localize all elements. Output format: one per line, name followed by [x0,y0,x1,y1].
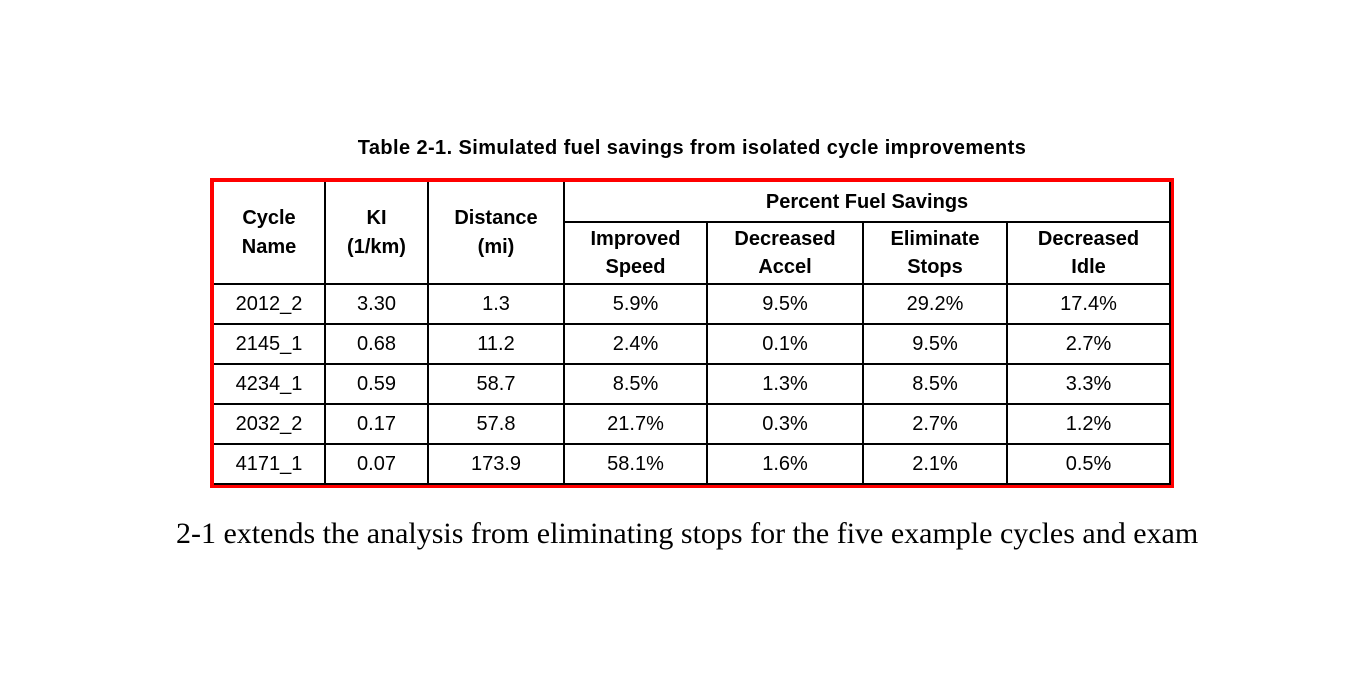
col-header-decreased-idle: Decreased Idle [1005,221,1172,285]
cell-improved-speed: 5.9% [563,283,708,325]
header-row-group: Cycle Name KI (1/km) Distance (mi) Perce… [214,182,1172,285]
cell-eliminate-stops: 9.5% [862,323,1008,365]
cell-cycle-name: 4171_1 [214,443,326,485]
cell-improved-speed: 58.1% [563,443,708,485]
col-header-improved-speed: Improved Speed [563,221,708,285]
cell-ki: 3.30 [324,283,429,325]
col-header-cycle-name: Cycle Name [214,182,326,285]
cell-eliminate-stops: 2.7% [862,403,1008,445]
cell-cycle-name: 2012_2 [214,283,326,325]
cell-decreased-accel: 0.3% [706,403,864,445]
table-red-annotation-border: Cycle Name KI (1/km) Distance (mi) Perce… [210,178,1174,488]
cell-eliminate-stops: 2.1% [862,443,1008,485]
cell-cycle-name: 2145_1 [214,323,326,365]
table-row: 4234_1 0.59 58.7 8.5% 1.3% 8.5% 3.3% [214,363,1172,405]
table-row: 2012_2 3.30 1.3 5.9% 9.5% 29.2% 17.4% [214,283,1172,325]
col-header-decreased-accel: Decreased Accel [706,221,864,285]
table-row: 4171_1 0.07 173.9 58.1% 1.6% 2.1% 0.5% [214,443,1172,485]
cell-ki: 0.07 [324,443,429,485]
cell-improved-speed: 21.7% [563,403,708,445]
cell-eliminate-stops: 8.5% [862,363,1008,405]
header-row-sub: Improved Speed Decreased Accel Eliminate… [214,221,1172,285]
col-header-ki: KI (1/km) [324,182,429,285]
cell-decreased-accel: 0.1% [706,323,864,365]
cell-eliminate-stops: 29.2% [862,283,1008,325]
cell-improved-speed: 8.5% [563,363,708,405]
cell-decreased-idle: 1.2% [1005,403,1172,445]
cell-ki: 0.17 [324,403,429,445]
col-header-eliminate-stops: Eliminate Stops [862,221,1008,285]
cell-ki: 0.68 [324,323,429,365]
body-paragraph: 2-1 extends the analysis from eliminatin… [176,517,1199,550]
cell-distance: 173.9 [427,443,565,485]
cell-ki: 0.59 [324,363,429,405]
group-header-percent-fuel-savings: Percent Fuel Savings [562,182,1172,223]
cell-decreased-accel: 1.6% [706,443,864,485]
table-caption: Table 2-1. Simulated fuel savings from i… [357,137,1027,159]
cell-improved-speed: 2.4% [563,323,708,365]
cell-decreased-idle: 0.5% [1005,443,1172,485]
cell-decreased-accel: 9.5% [706,283,864,325]
cell-decreased-idle: 3.3% [1005,363,1172,405]
table-row: 2032_2 0.17 57.8 21.7% 0.3% 2.7% 1.2% [214,403,1172,445]
cell-decreased-idle: 17.4% [1005,283,1172,325]
cell-distance: 1.3 [427,283,565,325]
cell-decreased-idle: 2.7% [1005,323,1172,365]
col-header-distance: Distance (mi) [427,182,565,285]
cell-decreased-accel: 1.3% [706,363,864,405]
table-row: 2145_1 0.68 11.2 2.4% 0.1% 9.5% 2.7% [214,323,1172,365]
cell-distance: 58.7 [427,363,565,405]
cell-distance: 11.2 [427,323,565,365]
cell-distance: 57.8 [427,403,565,445]
cell-cycle-name: 4234_1 [214,363,326,405]
cell-cycle-name: 2032_2 [214,403,326,445]
fuel-savings-table: Cycle Name KI (1/km) Distance (mi) Perce… [214,182,1172,485]
